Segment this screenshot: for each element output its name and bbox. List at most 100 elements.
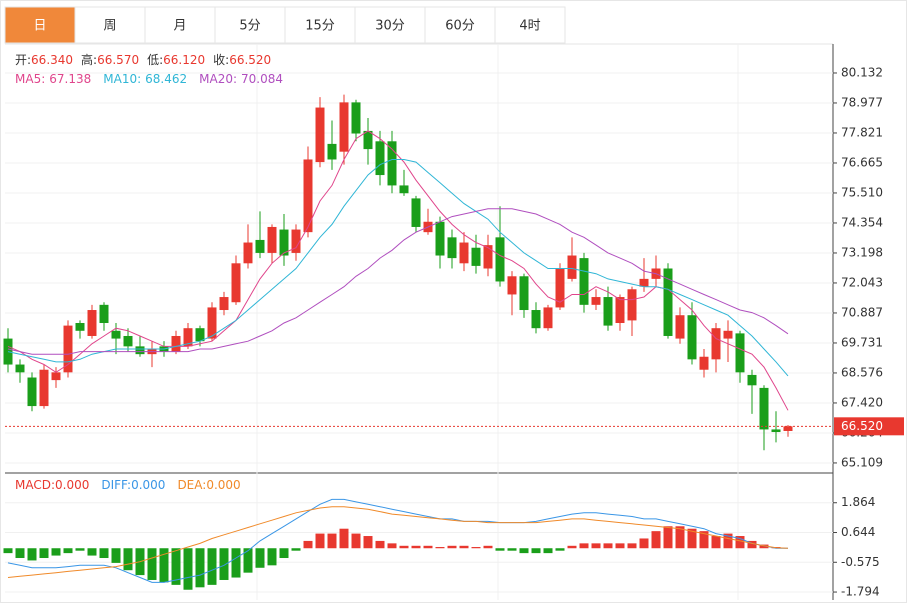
info-name: 低: [147,53,163,67]
macd-bar [183,548,193,590]
candle-body [291,229,301,253]
candle-body [123,335,133,347]
y-tick-label: 78.977 [841,95,883,109]
legend-value: 0.000 [131,478,165,492]
macd-bar [579,543,589,549]
candle-body [411,198,421,227]
macd-bar [759,544,769,549]
macd-bar [195,548,205,588]
macd-bar [3,548,13,554]
candle-body [171,335,181,352]
tab-label: 周 [103,19,116,34]
macd-line [7,498,788,583]
tab[interactable]: 30分 [354,6,426,44]
candle-body [555,268,565,308]
y-tick-label: -1.794 [841,585,880,599]
y-tick-label: 70.887 [841,305,883,319]
tab[interactable]: 60分 [424,6,496,44]
candle-body [111,330,121,339]
candle-body [675,315,685,339]
candle-body [243,242,253,264]
candle-body [15,364,25,373]
info-name: 高: [81,52,97,67]
candle-body [63,325,73,373]
ohlc-info: 开:66.340 高:66.570 低:66.120 收:66.520 [15,52,271,67]
candle-body [87,310,97,336]
tab[interactable]: 15分 [284,6,356,44]
macd-bar [147,548,157,580]
current-price-box [834,417,904,436]
candle-body [231,263,241,303]
macd-bar [39,548,49,559]
tab-background [354,6,426,44]
legend-value: 68.462 [145,72,187,86]
ma-legend: MA5: 67.138 MA10: 68.462 MA20: 70.084 [15,72,283,86]
candle-body [783,426,793,431]
macd-bar [399,545,409,549]
tab[interactable]: 4时 [494,6,566,44]
tab-label: 30分 [375,19,405,34]
y-tick-label: 73.198 [841,245,883,259]
candle-body [735,333,745,373]
candle-body [663,268,673,336]
candle-body [51,372,61,381]
candle-body [687,315,697,360]
candle-body [99,304,109,324]
macd-bar [75,548,85,551]
candle-body [459,242,469,264]
macd-bar [87,548,97,556]
candle-body [567,255,577,279]
macd-bar [267,548,277,566]
macd-bar [603,543,613,549]
candle-body [591,297,601,305]
candle-body [615,297,625,324]
macd-bar [207,548,217,585]
macd-bar [303,540,313,549]
tab-label: 日 [33,19,46,34]
macd-bar [375,540,385,549]
y-tick-label: 0.644 [841,525,875,539]
macd-bar [159,548,169,583]
macd-bar [327,533,337,549]
candle-body [3,338,13,365]
macd-bar [615,543,625,549]
y-tick-label: 1.864 [841,495,875,509]
candle-body [39,369,49,407]
macd-bar [423,545,433,549]
candle-body [447,237,457,259]
candle-body [327,143,337,160]
macd-bar [711,536,721,549]
macd-bar [507,548,517,551]
macd-bar [435,547,445,549]
macd-bar [723,533,733,549]
macd-bar [351,533,361,549]
y-tick-label: 75.510 [841,185,883,199]
macd-bar [411,545,421,549]
macd-bar [315,533,325,549]
candle-body [351,102,361,134]
y-tick-label: 69.731 [841,335,883,349]
macd-bar [447,545,457,549]
candle-body [471,247,481,266]
tab-label: 月 [173,19,186,34]
legend-name: MA20: [199,72,237,86]
tab[interactable]: 日 [4,6,76,44]
candle-body [135,346,145,355]
tab-background [424,6,496,44]
candle-body [219,297,229,311]
tab-label: 60分 [445,19,475,34]
tab-background [214,6,286,44]
legend-name: MACD: [15,478,55,492]
tab[interactable]: 5分 [214,6,286,44]
tab[interactable]: 月 [144,6,216,44]
candle-body [303,159,313,233]
candle-body [483,245,493,269]
macd-bar [255,548,265,568]
candle-body [543,307,553,329]
macd-bar [735,536,745,549]
macd-bar [219,548,229,580]
tab-background [494,6,566,44]
tab[interactable]: 周 [74,6,146,44]
candle-body [375,141,385,176]
candle-body [519,276,529,311]
